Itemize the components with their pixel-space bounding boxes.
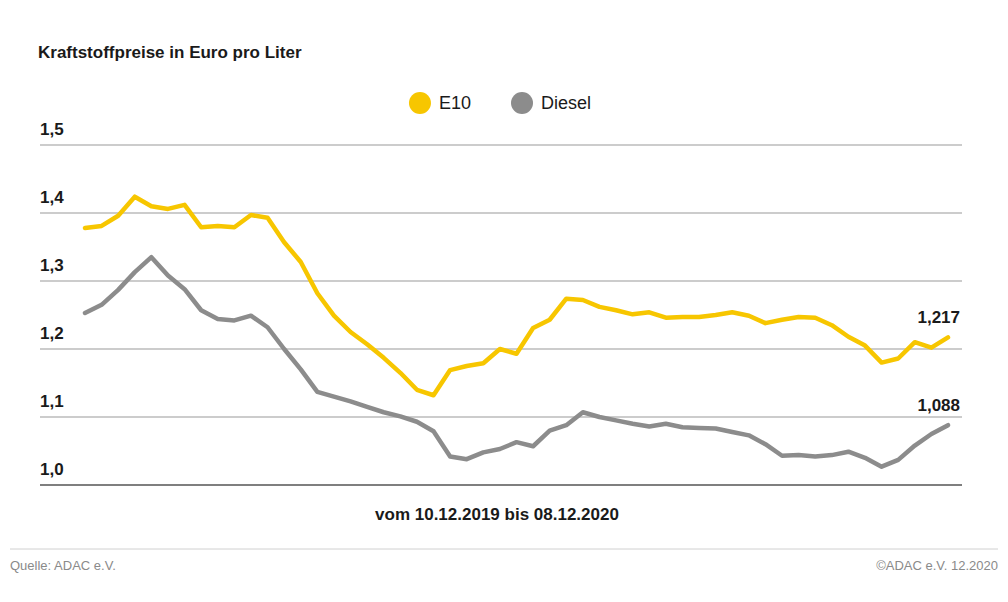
y-tick-label: 1,5 [40,120,64,139]
grid-line [40,144,962,145]
axis-line [40,484,962,486]
data-label: 1,088 [917,396,960,415]
copyright: ©ADAC e.V. 12.2020 [876,558,998,573]
legend-label: E10 [439,93,471,113]
footer-rule [10,549,998,550]
grid-line [40,416,962,417]
grid [40,145,962,485]
line-1 [85,257,948,466]
legend-swatch [511,92,533,114]
data-label: 1,217 [917,308,960,327]
chart: Kraftstoffpreise in Euro pro Liter E10 Die… [0,0,1008,602]
line-0 [85,197,948,396]
grid-line [40,212,962,213]
y-tick-label: 1,0 [40,460,64,479]
y-tick-label: 1,1 [40,392,64,411]
legend: E10 Diesel [409,92,591,114]
series-lines [85,197,948,467]
source: Quelle: ADAC e.V. [10,558,116,573]
legend-label: Diesel [541,93,591,113]
y-tick-label: 1,2 [40,324,64,343]
title: Kraftstoffpreise in Euro pro Liter [38,43,302,62]
legend-swatch [409,92,431,114]
y-tick-label: 1,3 [40,256,64,275]
subtitle: vom 10.12.2019 bis 08.12.2020 [375,505,619,524]
y-tick-label: 1,4 [40,188,64,207]
